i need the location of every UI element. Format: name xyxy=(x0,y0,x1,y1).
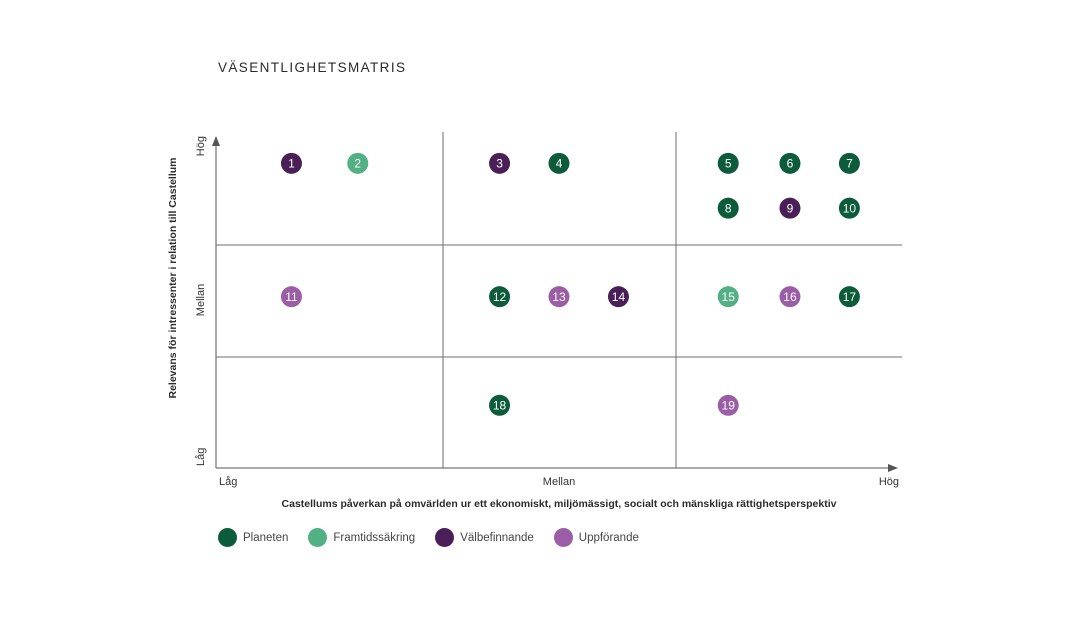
legend-swatch-framtidssakring xyxy=(308,528,328,547)
legend-swatch-uppforande xyxy=(553,528,573,547)
data-point-label: 10 xyxy=(843,201,857,215)
data-point-marker xyxy=(717,286,739,308)
y-axis-title: Relevans för intressenter i relation til… xyxy=(167,158,179,399)
data-point-marker xyxy=(280,286,302,308)
legend-label: Uppförande xyxy=(578,531,639,544)
data-point-6: 6 xyxy=(779,152,801,174)
data-point-17: 17 xyxy=(838,286,860,308)
data-point-marker xyxy=(717,394,739,416)
data-point-8: 8 xyxy=(717,197,739,219)
data-point-label: 15 xyxy=(722,290,736,304)
data-point-label: 6 xyxy=(787,157,794,171)
data-point-label: 1 xyxy=(288,157,295,171)
data-point-marker xyxy=(779,152,801,174)
data-point-label: 18 xyxy=(493,398,507,412)
legend-label: Välbefinnande xyxy=(460,531,534,544)
data-point-7: 7 xyxy=(838,152,860,174)
data-point-marker xyxy=(717,152,739,174)
legend-swatch-valbefinnande xyxy=(435,528,455,547)
data-point-3: 3 xyxy=(489,152,511,174)
data-point-marker xyxy=(717,197,739,219)
data-point-14: 14 xyxy=(607,286,629,308)
data-point-label: 7 xyxy=(846,157,853,171)
data-point-label: 3 xyxy=(496,157,503,171)
data-point-marker xyxy=(779,286,801,308)
x-axis-arrow xyxy=(888,464,898,472)
data-point-12: 12 xyxy=(489,286,511,308)
data-point-marker xyxy=(838,197,860,219)
data-point-label: 9 xyxy=(787,201,794,215)
x-tick-high: Hög xyxy=(879,476,899,488)
data-point-marker xyxy=(838,152,860,174)
legend-item-valbefinnande: Välbefinnande xyxy=(435,528,534,547)
data-point-label: 16 xyxy=(783,290,797,304)
data-point-label: 14 xyxy=(612,290,626,304)
x-axis-title: Castellums påverkan på omvärlden ur ett … xyxy=(282,498,837,510)
data-point-18: 18 xyxy=(489,394,511,416)
legend: Planeten Framtidssäkring Välbefinnande U… xyxy=(218,528,639,547)
data-point-marker xyxy=(548,286,570,308)
data-point-label: 4 xyxy=(556,157,563,171)
data-point-marker xyxy=(779,197,801,219)
data-point-label: 17 xyxy=(843,290,857,304)
data-point-1: 1 xyxy=(280,152,302,174)
y-tick-mid: Mellan xyxy=(195,284,207,316)
data-point-11: 11 xyxy=(280,286,302,308)
legend-item-uppforande: Uppförande xyxy=(553,528,639,547)
x-tick-low: Låg xyxy=(219,476,237,488)
data-point-label: 2 xyxy=(354,157,361,171)
data-point-marker xyxy=(489,394,511,416)
data-point-marker xyxy=(607,286,629,308)
data-point-label: 5 xyxy=(725,157,732,171)
legend-label: Planeten xyxy=(243,531,289,544)
chart-title: VÄSENTLIGHETSMATRIS xyxy=(218,60,407,75)
data-point-9: 9 xyxy=(779,197,801,219)
data-point-4: 4 xyxy=(548,152,570,174)
data-point-label: 8 xyxy=(725,201,732,215)
data-point-19: 19 xyxy=(717,394,739,416)
y-axis-arrow xyxy=(212,136,220,146)
data-point-marker xyxy=(347,152,369,174)
data-point-label: 13 xyxy=(552,290,566,304)
data-point-marker xyxy=(489,286,511,308)
data-point-16: 16 xyxy=(779,286,801,308)
data-point-label: 11 xyxy=(285,290,298,304)
data-point-marker xyxy=(489,152,511,174)
legend-item-framtidssakring: Framtidssäkring xyxy=(308,528,415,547)
y-tick-high: Hög xyxy=(195,136,207,156)
data-point-13: 13 xyxy=(548,286,570,308)
data-point-10: 10 xyxy=(838,197,860,219)
data-point-marker xyxy=(280,152,302,174)
legend-label: Framtidssäkring xyxy=(333,531,416,544)
data-point-label: 12 xyxy=(493,290,507,304)
x-tick-mid: Mellan xyxy=(543,476,575,488)
y-tick-low: Låg xyxy=(195,448,207,466)
data-point-15: 15 xyxy=(717,286,739,308)
data-point-2: 2 xyxy=(347,152,369,174)
legend-swatch-planeten xyxy=(218,528,237,547)
legend-item-planeten: Planeten xyxy=(218,528,288,547)
data-point-label: 19 xyxy=(722,398,736,412)
data-point-5: 5 xyxy=(717,152,739,174)
data-point-marker xyxy=(838,286,860,308)
data-point-marker xyxy=(548,152,570,174)
